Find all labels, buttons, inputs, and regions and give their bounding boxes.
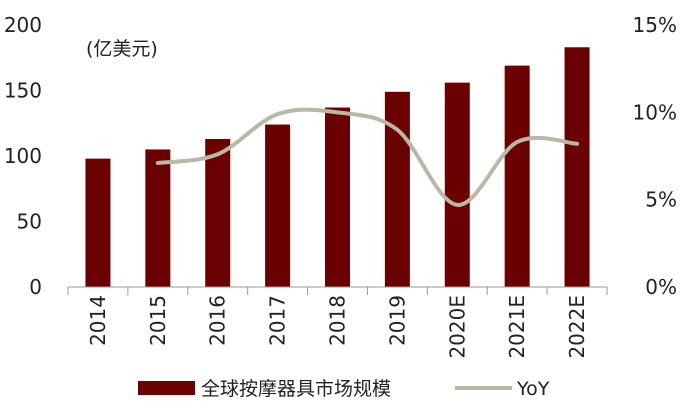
x-tick-label: 2021E (505, 295, 529, 359)
bar-2018 (325, 107, 350, 287)
bar-2021E (504, 65, 530, 287)
y-tick-label: 50 (17, 210, 42, 234)
x-tick-label: 2016 (206, 295, 230, 346)
x-tick-label: 2017 (266, 295, 290, 346)
yoy-line (155, 107, 580, 207)
x-tick-label: 2020E (445, 295, 469, 359)
y2-tick-label: 10% (633, 100, 677, 124)
y2-tick-label: 0% (645, 275, 677, 299)
x-tick-label: 2014 (86, 295, 110, 346)
y-tick-label: 150 (4, 79, 42, 103)
y-axis-unit-label: (亿美元) (86, 38, 158, 60)
x-tick-label: 2019 (385, 295, 409, 346)
y-tick-label: 200 (4, 13, 42, 37)
bar-2020E (444, 82, 470, 287)
y-tick-label: 100 (4, 144, 42, 168)
y2-tick-label: 5% (645, 188, 677, 212)
legend-swatch-bar (138, 381, 195, 395)
bars-layer (85, 47, 590, 287)
legend-label-bar: 全球按摩器具市场规模 (201, 378, 391, 400)
legend-label-line: YoY (516, 378, 550, 400)
bar-2017 (265, 124, 291, 287)
y-tick-label: 0 (29, 275, 42, 299)
x-tick-label: 2022E (565, 295, 589, 359)
axes-layer: 2014 2015 2016 2017 2018 2019 2020E 2021E 2022E 0… (4, 13, 677, 359)
bar-2022E (564, 47, 590, 287)
bar-2015 (145, 149, 171, 287)
x-tick-label: 2018 (326, 295, 350, 346)
x-tick-label: 2015 (146, 295, 170, 346)
bar-2016 (205, 138, 231, 287)
y2-tick-label: 15% (633, 13, 677, 37)
bar-2019 (384, 91, 410, 287)
legend: 全球按摩器具市场规模 YoY (138, 378, 550, 400)
bar-2014 (85, 158, 111, 287)
line-layer (155, 107, 580, 207)
